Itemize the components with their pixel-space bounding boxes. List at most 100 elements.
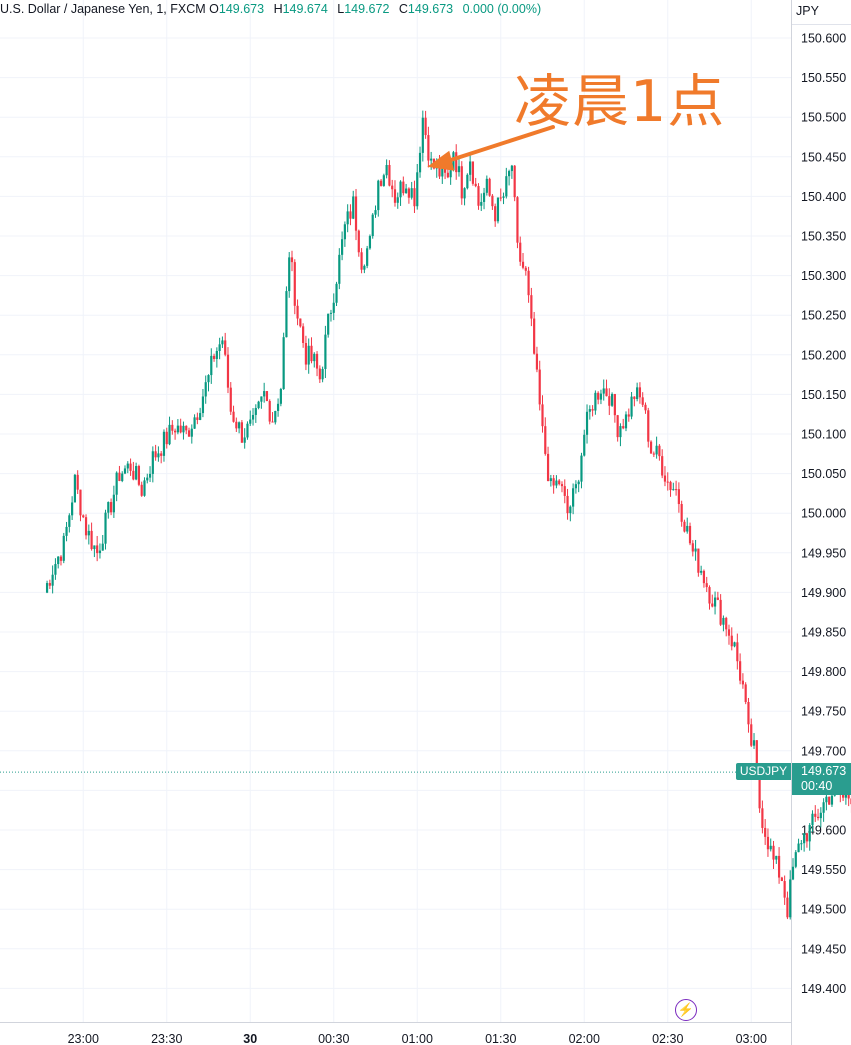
candle-body	[702, 570, 706, 584]
candle-body	[221, 340, 224, 345]
candle-body	[766, 836, 770, 850]
currency-label[interactable]: JPY	[796, 4, 819, 18]
candle-body	[260, 396, 263, 402]
candle-body	[45, 583, 49, 593]
lightning-icon[interactable]: ⚡	[675, 999, 697, 1021]
candle-body	[251, 414, 255, 420]
candle-body	[805, 833, 809, 842]
candle-body	[329, 312, 333, 314]
candle-body	[165, 431, 168, 445]
candle-body	[644, 404, 647, 411]
x-tick-label: 03:00	[736, 1032, 767, 1045]
candle-body	[530, 295, 533, 319]
candle-body	[499, 197, 502, 199]
candle-body	[76, 474, 79, 490]
candle-body	[282, 337, 285, 390]
candle-body	[700, 570, 703, 573]
candle-body	[527, 270, 530, 296]
candle-body	[736, 642, 739, 662]
candle-body	[808, 825, 811, 842]
candle-body	[638, 387, 642, 398]
candle-body	[680, 504, 683, 522]
candle-body	[171, 424, 174, 431]
candle-body	[388, 164, 391, 186]
candle-body	[293, 262, 296, 306]
candle-body	[121, 473, 124, 481]
candle-body	[691, 543, 694, 552]
y-tick-label: 150.550	[801, 71, 846, 85]
candle-body	[822, 802, 825, 813]
candle-body	[772, 845, 775, 860]
candle-body	[585, 411, 589, 435]
candle-body	[335, 283, 338, 303]
candle-body	[135, 466, 138, 480]
candle-body	[814, 813, 817, 817]
candle-body	[254, 408, 257, 415]
candle-body	[268, 401, 271, 422]
candle-body	[285, 291, 288, 338]
candle-body	[636, 387, 639, 400]
candle-body	[441, 165, 444, 177]
candle-body	[730, 635, 733, 647]
candle-body	[502, 196, 505, 198]
candle-body	[449, 170, 452, 178]
candle-body	[115, 472, 118, 495]
candle-body	[613, 394, 616, 416]
candle-body	[366, 248, 369, 266]
candle-body	[597, 392, 600, 400]
candle-body	[368, 236, 372, 249]
candle-body	[469, 161, 472, 175]
candle-body	[460, 166, 463, 199]
candle-body	[761, 808, 764, 828]
candle-body	[204, 382, 207, 397]
candle-body	[73, 474, 76, 503]
candle-body	[688, 525, 692, 544]
y-tick-label: 150.150	[801, 388, 846, 402]
candle-body	[405, 188, 408, 194]
candle-body	[424, 117, 427, 136]
candle-body	[140, 484, 143, 496]
candle-body	[304, 342, 308, 365]
candle-body	[118, 472, 121, 481]
candle-body	[430, 158, 433, 161]
candle-body	[566, 495, 569, 514]
y-tick-label: 149.900	[801, 586, 846, 600]
candle-body	[238, 422, 241, 429]
candle-body	[377, 180, 380, 211]
candle-body	[485, 178, 488, 193]
candle-body	[321, 368, 324, 380]
candle-body	[577, 481, 580, 485]
close-label: C	[398, 2, 408, 16]
candle-body	[346, 211, 349, 225]
candle-body	[290, 257, 294, 263]
candle-body	[563, 486, 566, 496]
candle-body	[672, 489, 675, 491]
candle-body	[552, 478, 555, 486]
candle-body	[168, 424, 171, 445]
x-tick-label: 02:00	[569, 1032, 600, 1045]
candle-body	[196, 417, 199, 420]
candle-body	[352, 196, 355, 219]
candle-body	[477, 186, 480, 206]
candle-body	[791, 866, 795, 880]
candle-body	[719, 599, 722, 625]
candle-body	[758, 771, 761, 809]
candle-body	[580, 455, 583, 482]
candle-body	[112, 494, 115, 513]
candle-body	[588, 409, 591, 412]
candle-body	[126, 463, 129, 469]
candle-body	[232, 411, 235, 422]
candle-body	[176, 425, 179, 433]
candle-body	[79, 489, 82, 516]
candle-body	[610, 394, 614, 406]
candle-body	[513, 165, 516, 198]
y-tick-label: 150.250	[801, 309, 846, 323]
candle-body	[382, 175, 385, 186]
candle-body	[101, 543, 104, 551]
close-value: 149.673	[407, 2, 454, 16]
candle-body	[705, 583, 708, 588]
candle-body	[274, 410, 277, 423]
candle-body	[747, 702, 750, 725]
candle-body	[279, 389, 282, 404]
